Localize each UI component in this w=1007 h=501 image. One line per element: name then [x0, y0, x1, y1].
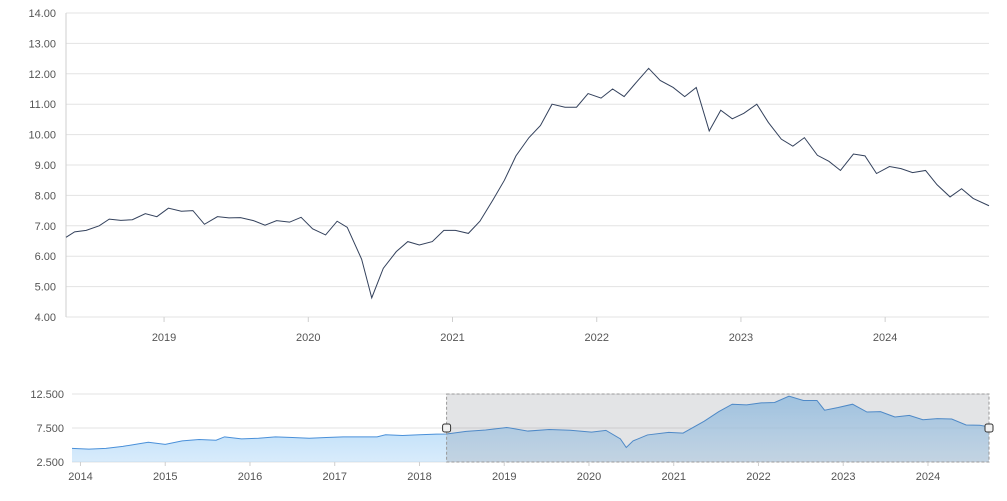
main-series-line [65, 67, 990, 300]
navigator-x-tick-label: 2019 [492, 471, 516, 483]
navigator-x-tick-label: 2022 [746, 471, 770, 483]
main-y-tick-label: 11.00 [29, 99, 56, 111]
navigator-area-fill [72, 396, 989, 462]
main-y-tick-label: 13.00 [28, 38, 56, 50]
navigator-area-line [71, 395, 990, 450]
navigator-left-handle[interactable] [442, 423, 452, 433]
navigator-y-axis-ticks: 2.500 7.500 12.500 [30, 389, 64, 469]
main-y-tick-label: 4.00 [35, 312, 56, 324]
navigator-x-tick-label: 2015 [153, 471, 177, 483]
main-y-tick-label: 9.00 [35, 160, 56, 172]
main-y-tick-label: 5.00 [35, 282, 56, 294]
navigator-x-tick-label: 2017 [322, 471, 346, 483]
main-y-tick-label: 10.00 [28, 130, 56, 142]
main-y-tick-label: 12.00 [28, 69, 56, 81]
navigator-x-tick-label: 2023 [831, 471, 855, 483]
main-x-tick-label: 2023 [729, 332, 753, 344]
main-y-tick-label: 14.00 [28, 8, 56, 20]
main-x-axis-ticks: 2019 2020 2021 2022 2023 2024 [152, 317, 897, 344]
navigator-x-tick-label: 2021 [661, 471, 685, 483]
navigator-x-tick-label: 2014 [68, 471, 92, 483]
main-gridlines [65, 12, 989, 318]
navigator-y-tick-label: 7.500 [36, 423, 64, 435]
main-x-tick-label: 2024 [873, 332, 897, 344]
navigator-y-tick-label: 2.500 [36, 457, 64, 469]
navigator-selection[interactable] [442, 393, 994, 463]
navigator-x-tick-label: 2024 [916, 471, 940, 483]
main-y-tick-label: 7.00 [35, 221, 56, 233]
main-y-axis-ticks: 4.00 5.00 6.00 7.00 8.00 9.00 10.00 11.00 12.00 1… [28, 8, 56, 324]
navigator-x-tick-label: 2020 [577, 471, 601, 483]
main-x-tick-label: 2020 [296, 332, 320, 344]
main-x-tick-label: 2022 [584, 332, 608, 344]
navigator-y-tick-label: 12.500 [30, 389, 64, 401]
navigator-series [71, 395, 990, 462]
navigator-selected-range[interactable] [446, 393, 990, 463]
main-x-tick-label: 2021 [440, 332, 464, 344]
main-series [65, 67, 990, 300]
navigator-right-handle[interactable] [984, 423, 994, 433]
navigator-x-tick-label: 2018 [407, 471, 431, 483]
main-y-tick-label: 8.00 [35, 190, 56, 202]
main-x-tick-label: 2019 [152, 332, 176, 344]
main-y-tick-label: 6.00 [35, 251, 56, 263]
navigator-x-tick-label: 2016 [238, 471, 262, 483]
main-line-chart: 4.00 5.00 6.00 7.00 8.00 9.00 10.00 11.00 12.00 1… [28, 8, 990, 344]
navigator-x-axis-ticks: 2014 2015 2016 2017 2018 2019 2020 2021 2022 2023… [68, 462, 940, 483]
